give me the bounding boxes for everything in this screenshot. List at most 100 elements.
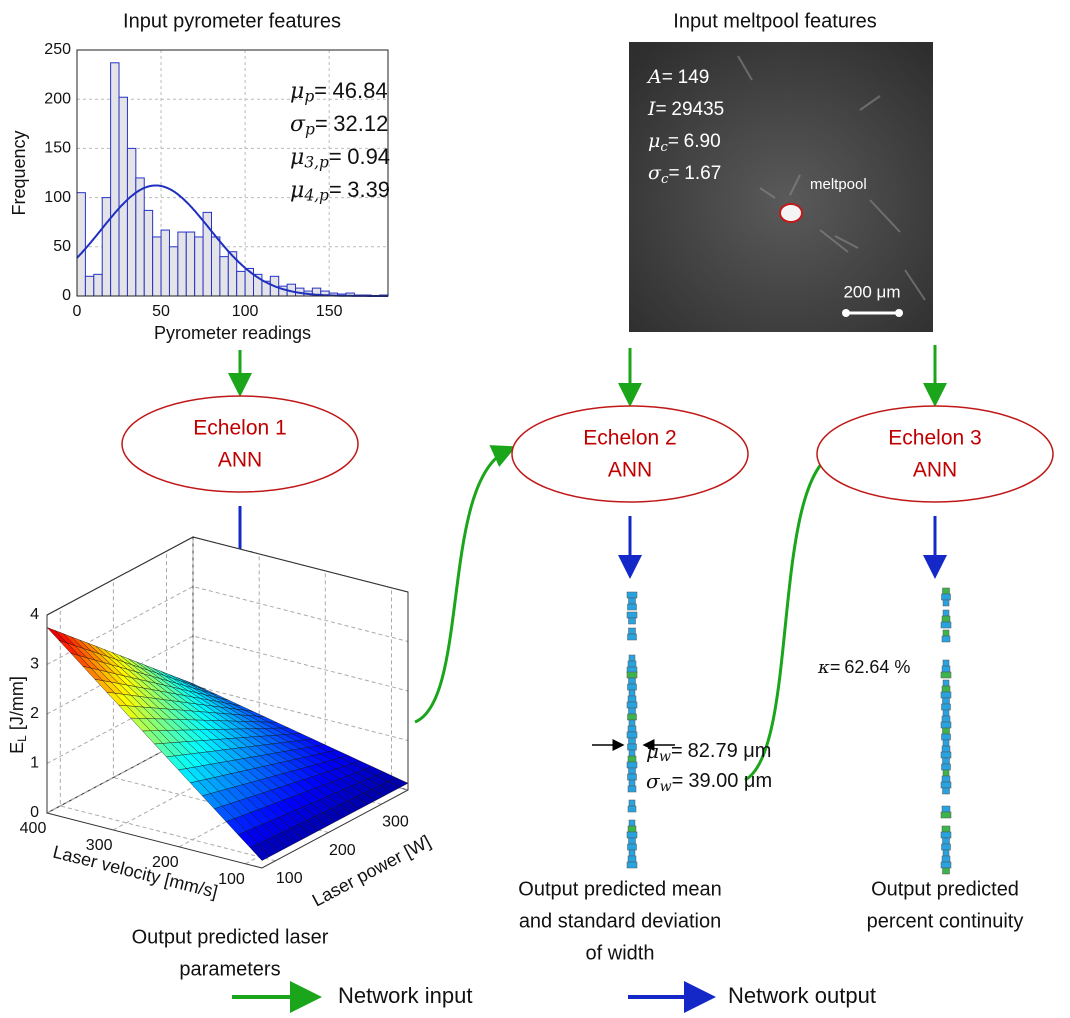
track-pixel (627, 725, 637, 733)
track-pixel (942, 629, 950, 637)
track-pixel (628, 799, 636, 807)
meltpool-image (629, 42, 933, 332)
track-pixel (940, 861, 952, 869)
caption: Output predicted (871, 878, 1019, 900)
width-stat: σw= 39.00 μm (646, 769, 772, 796)
stat-symbol: κ (817, 657, 830, 678)
x-tick-label: 150 (316, 303, 343, 320)
y-tick-label: 50 (53, 238, 71, 255)
stat-relation: = (672, 770, 684, 792)
z-axis-label: EL [J/mm] (7, 676, 29, 754)
track-pixel (627, 755, 637, 763)
track-pixel (942, 659, 950, 667)
meltpool-label: meltpool (810, 176, 867, 193)
plot-frame (76, 49, 389, 297)
y-tick-label: 250 (44, 41, 71, 58)
z-tick-label: 4 (30, 606, 39, 623)
track-pixel (940, 721, 952, 729)
node-label: Echelon 2 (583, 427, 676, 450)
stat-subscript: 3,p (304, 154, 329, 172)
track-pixel (941, 665, 951, 673)
velocity-tick-label: 400 (20, 820, 47, 837)
track-pixel (628, 707, 636, 715)
caption: percent continuity (867, 910, 1024, 932)
power-tick-label: 300 (382, 813, 409, 830)
stat-subscript: p (305, 121, 315, 139)
stat-relation: = (830, 657, 841, 677)
meltpool-stat: μc= 6.90 (648, 130, 721, 154)
histogram-bar (118, 96, 128, 297)
track-pixel (627, 713, 637, 721)
track-pixel (627, 805, 637, 813)
z-tick-label: 3 (30, 656, 39, 673)
track-pixel (627, 825, 637, 833)
histogram-bar (210, 236, 221, 297)
track-pixel (626, 731, 638, 739)
surface-cell (249, 843, 271, 861)
track-pixel (626, 831, 638, 839)
grid-line (46, 537, 194, 814)
velocity-tick-label: 200 (152, 854, 179, 871)
stat-value: 6.90 (684, 131, 721, 152)
track-pixel (941, 703, 951, 711)
stat-subscript: 4,p (303, 187, 329, 205)
histogram-bar (219, 256, 229, 297)
histogram-bar (236, 270, 246, 297)
track-pixel (628, 689, 636, 697)
legend-label: Network input (338, 983, 473, 1008)
stat-symbol: μ (290, 79, 304, 104)
pyrometer-stat: μp= 46.84 (290, 78, 388, 106)
caption: and standard deviation (519, 910, 721, 932)
track-pixel (628, 749, 636, 757)
stat-relation: = (329, 144, 342, 169)
pyrometer-stat: μ4,p= 3.39 (290, 177, 390, 205)
track-pixel (628, 719, 636, 727)
track-pixel (942, 727, 950, 735)
stat-subscript: c (661, 171, 669, 186)
ann-nodes (121, 395, 1054, 503)
track-pixel (627, 660, 637, 668)
node-label: Echelon 1 (193, 417, 286, 440)
stat-symbol: μ (646, 739, 659, 763)
track-pixel (628, 617, 636, 625)
pyrometer-stat: μ3,p= 0.94 (290, 144, 390, 172)
panel-title: Input meltpool features (673, 10, 876, 32)
track-pixel (942, 787, 950, 795)
z-label-rest: [J/mm] (7, 676, 27, 735)
power-axis-label: Laser power [W] (309, 831, 434, 910)
panel-title: Input pyrometer features (123, 10, 341, 32)
track-pixel (626, 671, 638, 679)
track-pixel (940, 811, 952, 819)
track-pixel (940, 781, 952, 789)
track-pixel (941, 843, 951, 851)
histogram-bar (152, 236, 162, 297)
track-pixel (627, 855, 637, 863)
arrows (228, 345, 947, 1013)
stat-symbol: μ (648, 130, 660, 152)
stat-value: 82.79 μm (688, 740, 772, 762)
legend-label: Network output (728, 983, 876, 1008)
z-tick-label: 1 (30, 755, 39, 772)
track-pixel (627, 785, 637, 793)
track-pixel (628, 779, 636, 787)
surface (46, 627, 409, 861)
caption: of width (586, 942, 655, 964)
stat-subscript: p (304, 88, 314, 106)
track-pixel (628, 767, 636, 775)
histogram-bar (84, 275, 95, 297)
track-pixel (941, 715, 951, 723)
node-label: ANN (218, 449, 262, 472)
stat-symbol: I (647, 98, 656, 120)
track-pixel (941, 733, 951, 741)
track-pixel (941, 635, 951, 643)
stat-relation: = (671, 740, 683, 762)
track-pixel (942, 709, 950, 717)
track-pixel (942, 697, 950, 705)
histogram-bar (160, 229, 170, 297)
stat-value: 1.67 (684, 163, 721, 184)
stat-subscript: c (660, 139, 668, 154)
width-stat: μw= 82.79 μm (646, 739, 771, 766)
power-tick-label: 100 (276, 870, 303, 887)
y-tick-label: 100 (44, 189, 71, 206)
y-tick-label: 200 (44, 90, 71, 107)
